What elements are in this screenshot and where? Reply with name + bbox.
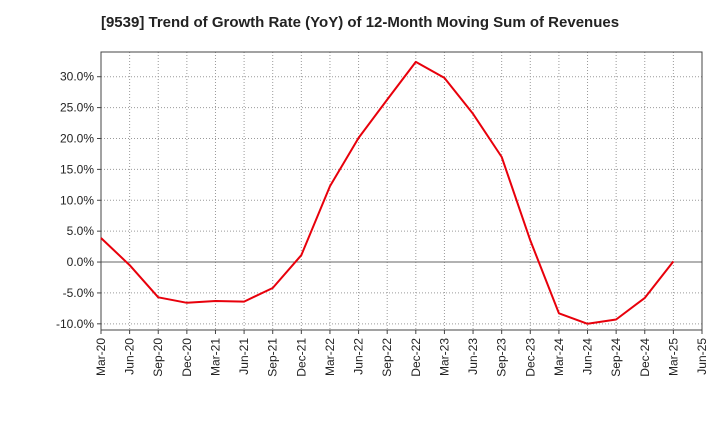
- y-tick-label: -5.0%: [63, 286, 95, 300]
- y-tick-label: 20.0%: [60, 131, 94, 145]
- y-tick-label: -10.0%: [56, 317, 94, 331]
- grid-layer: [101, 52, 702, 330]
- y-tick-label: 15.0%: [60, 162, 94, 176]
- y-tick-label: 30.0%: [60, 70, 94, 84]
- x-tick-label: Jun-20: [123, 338, 137, 375]
- x-tick-label: Mar-22: [323, 338, 337, 376]
- y-tick-label: 10.0%: [60, 193, 94, 207]
- x-tick-label: Jun-23: [466, 338, 480, 375]
- x-tick-label: Sep-24: [609, 338, 623, 377]
- x-tick-label: Sep-21: [266, 338, 280, 377]
- x-tick-label: Jun-22: [352, 338, 366, 375]
- label-layer: -10.0% -5.0% 0.0% 5.0% 10.0% 15.0% 20.0% 25.0% 3…: [56, 70, 709, 377]
- y-tick-label: 5.0%: [67, 224, 95, 238]
- x-tick-label: Sep-22: [380, 338, 394, 377]
- x-tick-label: Dec-21: [294, 338, 308, 377]
- x-tick-label: Mar-21: [208, 338, 222, 376]
- x-tick-label: Mar-23: [437, 338, 451, 376]
- plot-area: [101, 52, 702, 330]
- series-layer: [100, 60, 675, 325]
- chart-title: [9539] Trend of Growth Rate (YoY) of 12-…: [100, 14, 620, 31]
- x-tick-label: Dec-23: [523, 338, 537, 377]
- x-tick-label: Mar-20: [94, 338, 108, 376]
- x-tick-label: Dec-20: [180, 338, 194, 377]
- axis-layer: [97, 51, 703, 334]
- y-tick-label: 0.0%: [67, 255, 95, 269]
- x-tick-label: Dec-22: [409, 338, 423, 377]
- x-tick-label: Jun-21: [237, 338, 251, 375]
- x-tick-label: Sep-23: [495, 338, 509, 377]
- x-tick-label: Mar-24: [552, 338, 566, 376]
- x-tick-label: Jun-24: [581, 338, 595, 375]
- x-tick-label: Dec-24: [638, 338, 652, 377]
- series-line: [100, 60, 675, 325]
- x-tick-label: Sep-20: [151, 338, 165, 377]
- x-tick-label: Jun-25: [695, 338, 709, 375]
- y-tick-label: 25.0%: [60, 101, 94, 115]
- plot-frame: [100, 51, 703, 331]
- x-tick-label: Mar-25: [666, 338, 680, 376]
